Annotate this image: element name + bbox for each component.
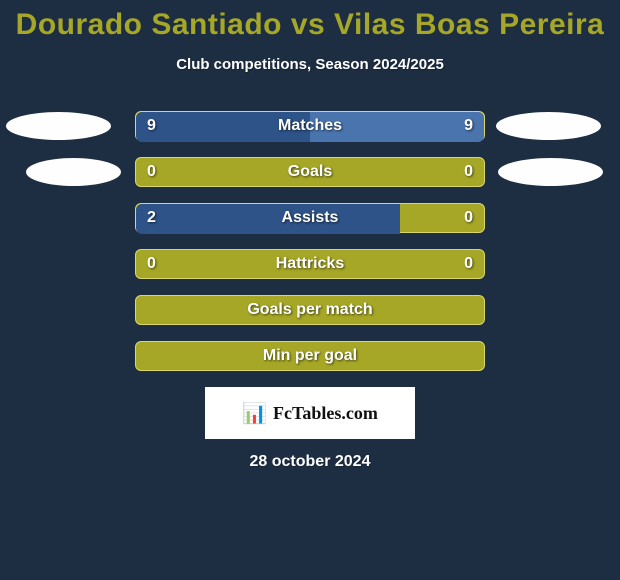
value-left: 2 (147, 203, 156, 233)
value-left: 9 (147, 111, 156, 141)
chart-icon: 📊 (242, 401, 267, 426)
stat-row-min-per-goal: Min per goal (0, 341, 620, 371)
bar-track (135, 157, 485, 187)
stat-row-assists: 2 0 Assists (0, 203, 620, 233)
bar-track (135, 249, 485, 279)
bar-track (135, 295, 485, 325)
subtitle: Club competitions, Season 2024/2025 (0, 56, 620, 73)
value-left: 0 (147, 249, 156, 279)
stat-row-hattricks: 0 0 Hattricks (0, 249, 620, 279)
value-right: 0 (464, 157, 473, 187)
stat-row-goals: 0 0 Goals (0, 157, 620, 187)
stat-row-matches: 9 9 Matches (0, 111, 620, 141)
date-label: 28 october 2024 (0, 453, 620, 471)
value-left: 0 (147, 157, 156, 187)
value-right: 0 (464, 203, 473, 233)
chart-area: 9 9 Matches 0 0 Goals 2 0 Assists (0, 111, 620, 471)
source-logo[interactable]: 📊 FcTables.com (205, 387, 415, 439)
bar-left (136, 112, 310, 142)
bar-left (136, 204, 400, 234)
stat-row-goals-per-match: Goals per match (0, 295, 620, 325)
value-right: 0 (464, 249, 473, 279)
logo-text: FcTables.com (273, 403, 378, 424)
value-right: 9 (464, 111, 473, 141)
bar-track (135, 111, 485, 141)
bar-track (135, 203, 485, 233)
bar-right (310, 112, 484, 142)
page-title: Dourado Santiado vs Vilas Boas Pereira (0, 0, 620, 42)
comparison-card: Dourado Santiado vs Vilas Boas Pereira C… (0, 0, 620, 580)
bar-track (135, 341, 485, 371)
